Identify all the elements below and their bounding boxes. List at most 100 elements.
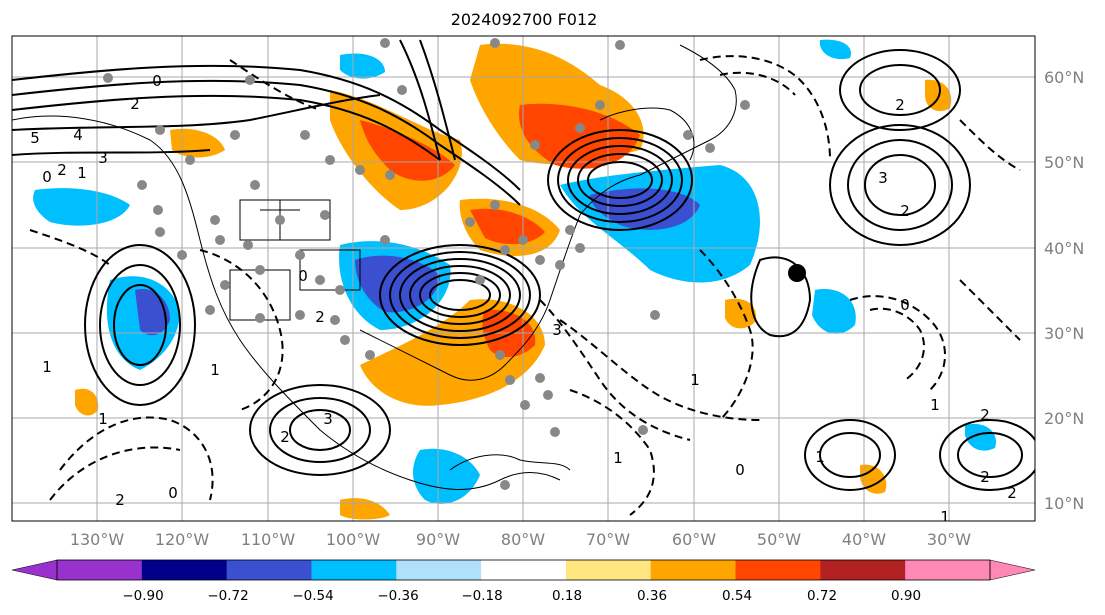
map-frame — [11, 35, 1036, 522]
longitude-label: 80°W — [501, 530, 545, 549]
contour-label: 2 — [900, 202, 910, 220]
contour-label: 1 — [613, 449, 623, 467]
positive-anomaly-region — [170, 128, 225, 158]
contour-label: 1 — [815, 448, 825, 466]
hurricane-marker — [788, 264, 806, 282]
contour-label: 0 — [735, 461, 745, 479]
strong-positive-anomaly-region — [360, 120, 455, 181]
latitude-label: 40°N — [1044, 239, 1084, 258]
strong-positive-anomaly-region — [470, 208, 545, 245]
colorbar-over-arrow — [989, 559, 1036, 581]
latitude-label: 20°N — [1044, 409, 1084, 428]
strong-positive-anomaly-region — [519, 103, 640, 169]
contour-label: 0 — [168, 484, 178, 502]
contour-label: 0 — [900, 296, 910, 314]
positive-anomaly-region — [860, 464, 887, 494]
contour-label: 1 — [690, 371, 700, 389]
latitude-label: 60°N — [1044, 68, 1084, 87]
longitude-label: 120°W — [155, 530, 210, 549]
positive-anomaly-region — [725, 298, 756, 329]
longitude-label: 30°W — [927, 530, 971, 549]
contour-label: 1 — [930, 396, 940, 414]
contour-label: 2 — [130, 95, 140, 113]
latitude-labels: 60°N 50°N 40°N 30°N 20°N 10°N — [1044, 68, 1084, 513]
colorbar-bin — [396, 560, 482, 580]
longitude-label: 130°W — [70, 530, 125, 549]
contour-label: 0 — [42, 168, 52, 186]
colorbar-tick-label: 0.90 — [891, 588, 921, 604]
colorbar-bin — [57, 560, 143, 580]
latitude-label: 30°N — [1044, 324, 1084, 343]
colorbar-bin — [735, 560, 821, 580]
colorbar-tick-label: −0.54 — [292, 588, 333, 604]
colorbar-tick-label: −0.72 — [207, 588, 248, 604]
longitude-label: 50°W — [757, 530, 801, 549]
colorbar-bin — [905, 560, 991, 580]
contour-label: 3 — [878, 169, 888, 187]
colorbar-bins — [57, 560, 991, 580]
longitude-label: 90°W — [416, 530, 460, 549]
contour-label: 0 — [152, 72, 162, 90]
colorbar-bin — [311, 560, 397, 580]
negative-anomaly-region — [965, 423, 996, 451]
contour-label: 3 — [98, 149, 108, 167]
longitude-label: 100°W — [326, 530, 381, 549]
contour-lines — [12, 39, 1035, 491]
colorbar-under-arrow — [11, 559, 58, 581]
contour-label: 3 — [552, 321, 562, 339]
negative-anomaly-region — [820, 39, 851, 60]
colorbar-bin — [226, 560, 312, 580]
negative-anomaly-region — [812, 289, 856, 334]
colorbar-tick-label: 0.36 — [637, 588, 667, 604]
colorbar-bin — [141, 560, 228, 580]
coastlines — [12, 44, 737, 490]
colorbar-bin — [820, 560, 906, 580]
dashed-contour-lines — [29, 55, 1021, 516]
positive-anomaly-region — [75, 388, 99, 416]
colorbar-tick-label: −0.90 — [122, 588, 163, 604]
colorbar-tick-label: 0.54 — [722, 588, 752, 604]
contour-label: 2 — [315, 308, 325, 326]
colorbar-tick-labels: −0.90 −0.72 −0.54 −0.36 −0.18 0.18 0.36 … — [122, 588, 921, 604]
contour-label-group: 0 2 5 4 3 2 1 1 0 2 1 0 1 2 3 3 2 0 2 1 … — [30, 72, 1017, 526]
colorbar-tick-label: −0.36 — [377, 588, 418, 604]
colorbar-tick-label: 0.18 — [552, 588, 582, 604]
contour-label: 1 — [42, 358, 52, 376]
contour-label: 4 — [73, 126, 83, 144]
contour-label: 1 — [98, 410, 108, 428]
graticule — [12, 36, 1035, 521]
longitude-labels: 130°W 120°W 110°W 100°W 90°W 80°W 70°W 6… — [70, 530, 971, 549]
colorbar-bin — [565, 560, 652, 580]
negative-anomaly-region — [340, 53, 385, 79]
contour-label: 1 — [210, 361, 220, 379]
colorbar-frame — [56, 559, 991, 581]
colorbar: −0.90 −0.72 −0.54 −0.36 −0.18 0.18 0.36 … — [11, 559, 1036, 604]
contour-label: 1 — [77, 164, 87, 182]
contour-label: 2 — [115, 491, 125, 509]
contour-label: 3 — [323, 410, 333, 428]
contour-label: 2 — [980, 468, 990, 486]
contour-label: 2 — [1007, 484, 1017, 502]
longitude-label: 110°W — [241, 530, 296, 549]
longitude-label: 60°W — [672, 530, 716, 549]
colorbar-tick-label: −0.18 — [461, 588, 502, 604]
contour-label: 2 — [280, 428, 290, 446]
contour-label: 2 — [895, 96, 905, 114]
contour-label: 2 — [980, 406, 990, 424]
contour-label: 5 — [30, 129, 40, 147]
map-title: 2024092700 F012 — [451, 10, 598, 29]
latitude-label: 10°N — [1044, 494, 1084, 513]
latitude-label: 50°N — [1044, 153, 1084, 172]
colorbar-bin — [650, 560, 737, 580]
contour-label: 0 — [298, 267, 308, 285]
contour-label: 2 — [57, 161, 67, 179]
station-markers — [103, 38, 750, 490]
colorbar-bin — [481, 560, 567, 580]
map-area: 0 2 5 4 3 2 1 1 0 2 1 0 1 2 3 3 2 0 2 1 … — [12, 36, 1035, 526]
longitude-label: 70°W — [586, 530, 630, 549]
longitude-label: 40°W — [842, 530, 886, 549]
colorbar-tick-label: 0.72 — [807, 588, 837, 604]
contour-label: 1 — [940, 508, 950, 526]
negative-anomaly-region — [33, 188, 130, 226]
